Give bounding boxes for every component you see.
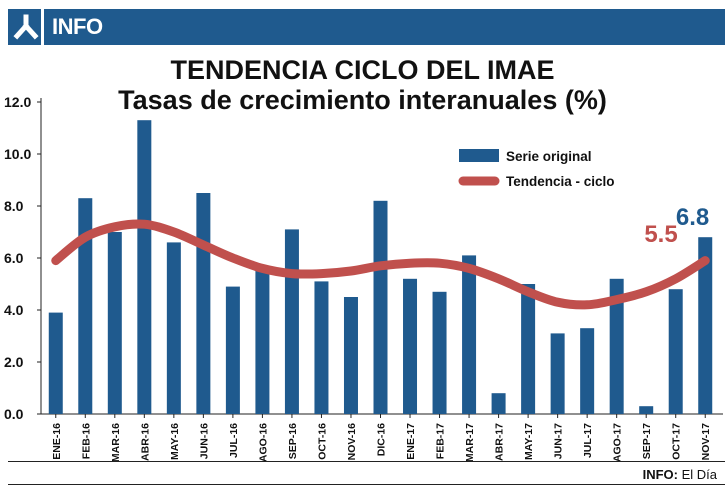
x-tick-label: AGO-17	[612, 423, 624, 462]
bar	[462, 255, 477, 414]
bar	[314, 281, 329, 414]
bar	[78, 198, 93, 414]
x-tick-label: OCT-17	[671, 423, 683, 460]
legend-label-tendencia: Tendencia - ciclo	[506, 174, 615, 189]
bar	[521, 284, 536, 414]
credit: INFO: El Día	[643, 467, 717, 482]
x-tick-label: DIC-16	[376, 423, 388, 456]
bar	[550, 333, 565, 414]
y-tick-label: 12.0	[4, 94, 31, 110]
bar	[48, 312, 63, 414]
chart-subtitle: Tasas de crecimiento interanuales (%)	[118, 85, 607, 115]
header-label: INFO	[52, 14, 103, 39]
y-tick-label: 10.0	[4, 146, 31, 162]
bar	[639, 406, 654, 414]
x-tick-label: JUN-17	[553, 423, 565, 459]
x-tick-label: AGO-16	[257, 423, 269, 462]
y-tick-label: 6.0	[4, 250, 24, 266]
y-tick-label: 8.0	[4, 198, 24, 214]
bar	[403, 278, 418, 414]
x-tick-label: FEB-16	[80, 423, 92, 459]
legend-label-serie-original: Serie original	[506, 149, 592, 164]
x-tick-label: NOV-16	[346, 423, 358, 461]
legend-swatch-serie-original	[459, 149, 499, 162]
x-tick-label: OCT-16	[316, 423, 328, 460]
annotation-tendencia: 5.5	[644, 221, 677, 248]
x-tick-label: ABR-16	[139, 423, 151, 461]
y-tick-label: 0.0	[4, 406, 24, 422]
x-tick-label: FEB-17	[435, 423, 447, 459]
bar	[225, 286, 240, 414]
x-tick-label: ENE-17	[405, 423, 417, 460]
x-tick-label: MAR-16	[110, 423, 122, 462]
bar	[196, 193, 211, 414]
bar	[491, 393, 506, 414]
bar	[137, 120, 152, 414]
x-tick-label: MAY-17	[523, 423, 535, 460]
header-bar: INFO	[8, 9, 725, 45]
bar	[373, 200, 388, 414]
bar	[580, 328, 595, 414]
y-tick-label: 2.0	[4, 354, 24, 370]
logo	[8, 9, 44, 45]
x-tick-label: JUN-16	[198, 423, 210, 459]
footer-divider	[8, 461, 725, 462]
bar	[107, 232, 122, 414]
x-tick-label: NOV-17	[700, 423, 712, 461]
bar	[343, 297, 358, 414]
x-tick-label: MAR-17	[464, 423, 476, 462]
bar	[668, 289, 683, 414]
x-tick-label: SEP-16	[287, 423, 299, 459]
bar	[284, 229, 299, 414]
trend-line	[51, 219, 710, 310]
x-tick-label: JUL-17	[582, 423, 594, 458]
annotation-serie-original: 6.8	[676, 204, 709, 231]
bar	[432, 291, 447, 414]
chart-title: TENDENCIA CICLO DEL IMAE	[170, 55, 555, 85]
bar	[166, 242, 181, 414]
bar	[609, 278, 624, 414]
y-tick-label: 4.0	[4, 302, 24, 318]
credit-source: El Día	[681, 467, 717, 482]
bar	[698, 237, 713, 414]
credit-label: INFO:	[642, 467, 678, 482]
x-tick-label: ENE-16	[51, 423, 63, 460]
x-tick-label: ABR-17	[494, 423, 506, 461]
x-tick-label: JUL-16	[228, 423, 240, 458]
bar	[255, 271, 270, 414]
x-tick-label: MAY-16	[169, 423, 181, 460]
x-tick-label: SEP-17	[641, 423, 653, 459]
logo-icon	[13, 14, 39, 40]
